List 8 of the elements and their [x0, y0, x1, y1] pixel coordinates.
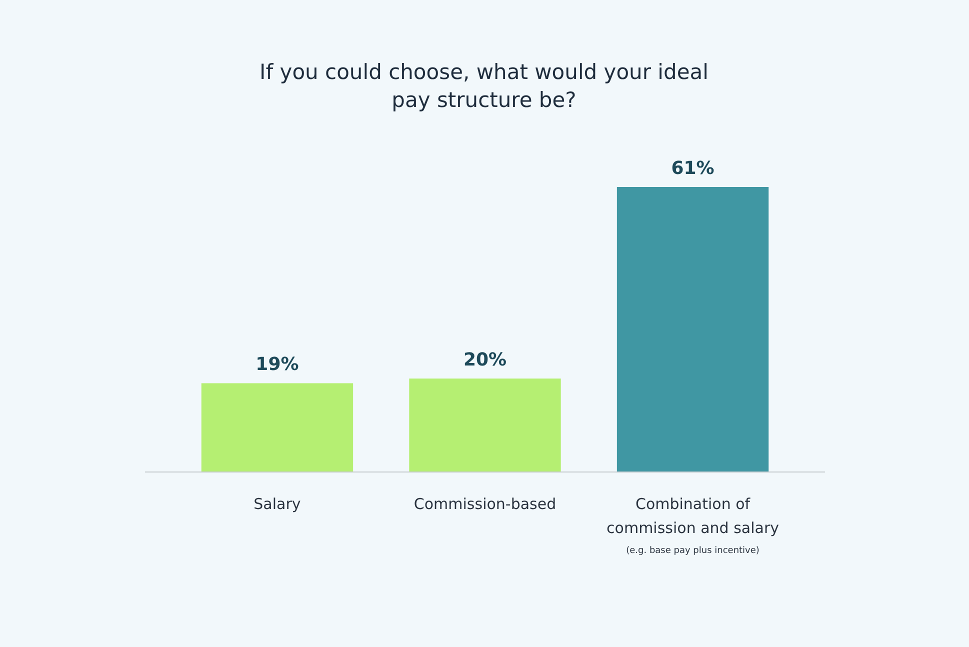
x-tick-label: Combination of commission and salary [606, 495, 780, 537]
x-tick-label: Commission-based [414, 495, 556, 513]
chart-title: If you could choose, what would your ideal pay structure be? [260, 60, 708, 112]
data-label: 20% [463, 350, 507, 371]
data-label: 61% [671, 158, 714, 179]
text: (e.g. base pay plus incentive) [626, 546, 760, 556]
data-label: 19% [256, 354, 299, 376]
x-tick-label: Salary [254, 495, 301, 513]
